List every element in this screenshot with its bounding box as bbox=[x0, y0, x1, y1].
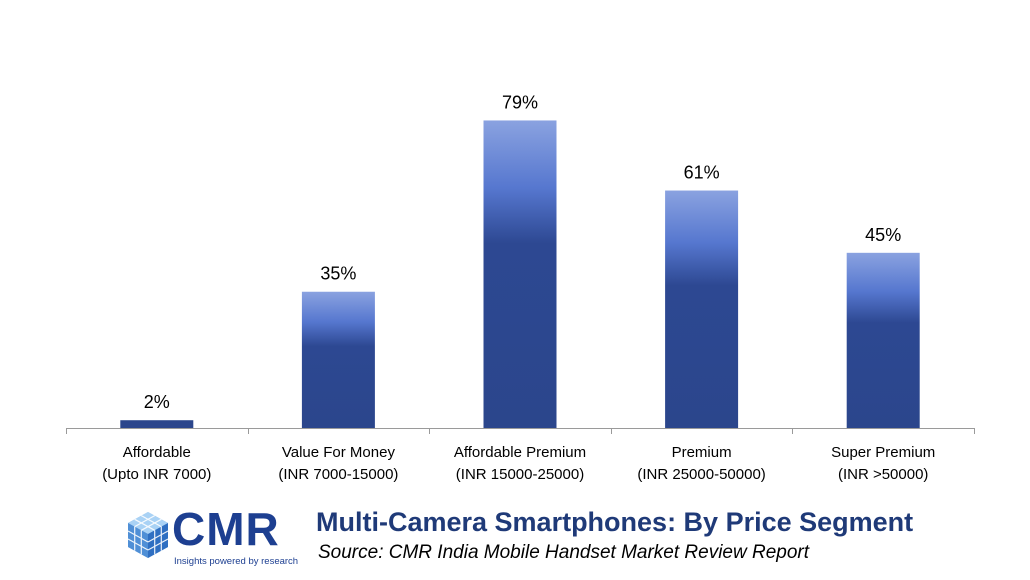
bar-chart: 2% Affordable (Upto INR 7000) 35% Value For … bbox=[66, 92, 975, 483]
category-label-4-1: (INR >50000) bbox=[838, 466, 928, 483]
chart-title: Multi-Camera Smartphones: By Price Segme… bbox=[316, 507, 914, 537]
bar-0 bbox=[120, 420, 194, 428]
data-label-1: 35% bbox=[320, 264, 356, 284]
category-label-3-1: (INR 25000-50000) bbox=[637, 466, 765, 483]
category-label-1-1: (INR 7000-15000) bbox=[278, 466, 398, 483]
category-label-2-0: Affordable Premium bbox=[454, 444, 586, 461]
cube-logo-icon bbox=[127, 512, 169, 558]
bar-2 bbox=[483, 120, 557, 428]
chart-source: Source: CMR India Mobile Handset Market … bbox=[318, 542, 810, 563]
data-label-4: 45% bbox=[865, 225, 901, 245]
category-label-1-0: Value For Money bbox=[282, 444, 396, 461]
logo-tagline: Insights powered by research bbox=[174, 556, 299, 567]
category-label-0-0: Affordable bbox=[123, 444, 191, 461]
category-label-0-1: (Upto INR 7000) bbox=[102, 466, 211, 483]
bar-4 bbox=[846, 252, 920, 428]
data-label-0: 2% bbox=[144, 392, 170, 412]
bar-3 bbox=[665, 190, 739, 428]
bar-1 bbox=[301, 291, 375, 428]
data-label-3: 61% bbox=[684, 163, 720, 183]
cmr-logo: CMR Insights powered by research bbox=[126, 504, 299, 570]
logo-wordmark: CMR bbox=[172, 503, 280, 555]
category-label-2-1: (INR 15000-25000) bbox=[456, 466, 584, 483]
data-label-2: 79% bbox=[502, 92, 538, 112]
category-label-4-0: Super Premium bbox=[831, 444, 935, 461]
category-label-3-0: Premium bbox=[672, 444, 732, 461]
